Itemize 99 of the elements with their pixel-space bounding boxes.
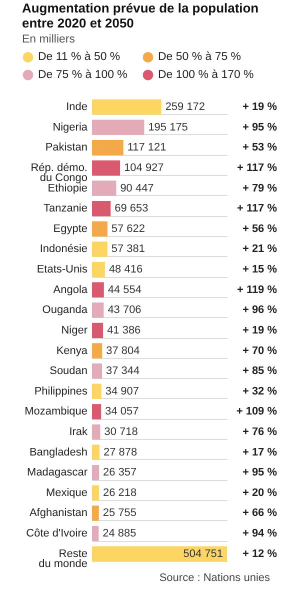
bar bbox=[92, 526, 99, 542]
data-label: 48 416 bbox=[108, 264, 143, 276]
y-tick-label: Egypte bbox=[53, 222, 88, 235]
legend-label: De 100 % à 170 % bbox=[158, 69, 254, 81]
bar bbox=[92, 200, 111, 216]
text: + 19 % bbox=[242, 324, 278, 336]
bar bbox=[92, 546, 227, 562]
y-tick-label: Pakistan bbox=[45, 142, 88, 154]
bar bbox=[92, 444, 100, 460]
data-label: 24 885 bbox=[102, 528, 136, 540]
text: + 70 % bbox=[242, 344, 278, 357]
chart-subtitle: En milliers bbox=[22, 34, 76, 46]
legend-label: De 50 % à 75 % bbox=[158, 51, 241, 64]
data-label: 37 804 bbox=[106, 344, 140, 357]
data-label: 44 554 bbox=[108, 284, 142, 296]
text: + 117 % bbox=[236, 162, 278, 174]
text: + 19 % bbox=[242, 101, 278, 114]
data-label: 104 927 bbox=[124, 162, 164, 174]
data-label: 37 344 bbox=[106, 365, 140, 378]
y-tick-label: Inde bbox=[66, 101, 88, 114]
y-tick-label: Ouganda bbox=[42, 304, 88, 316]
y-tick-label: Mozambique bbox=[24, 406, 88, 418]
text: + 95 % bbox=[242, 466, 278, 479]
bar bbox=[92, 506, 99, 521]
text: + 15 % bbox=[242, 264, 278, 276]
bar bbox=[92, 242, 108, 257]
bar bbox=[92, 99, 162, 115]
text: + 53 % bbox=[242, 142, 278, 154]
chart-title: Augmentation prévue de la population entre 2020 et 2050 bbox=[22, 0, 259, 30]
text: + 20 % bbox=[242, 486, 278, 499]
y-tick-label: Kenya bbox=[56, 344, 88, 357]
bar bbox=[92, 160, 120, 176]
text: + 32 % bbox=[242, 385, 278, 398]
y-tick-label: Tanzanie bbox=[44, 202, 88, 215]
y-tick-label: Madagascar bbox=[27, 466, 88, 479]
y-tick-label: Mexique bbox=[46, 486, 88, 499]
y-tick-label: Etats-Unis bbox=[36, 264, 88, 276]
data-label: 90 447 bbox=[120, 182, 154, 194]
data-label: 34 907 bbox=[105, 385, 139, 398]
y-tick-label: Afghanistan bbox=[29, 507, 88, 520]
data-label: 43 706 bbox=[108, 304, 142, 316]
bar bbox=[92, 180, 116, 196]
text: + 12 % bbox=[242, 548, 278, 560]
bar bbox=[92, 120, 144, 135]
data-label: 504 751 bbox=[183, 548, 223, 560]
bar bbox=[92, 464, 100, 480]
text: + 95 % bbox=[242, 121, 278, 134]
text: + 96 % bbox=[242, 304, 278, 316]
data-label: 26 357 bbox=[103, 466, 137, 479]
bar bbox=[92, 384, 102, 399]
data-label: 30 718 bbox=[104, 426, 138, 438]
y-tick-label: Angola bbox=[53, 284, 88, 296]
bar bbox=[92, 302, 104, 318]
y-tick-label: Philippines bbox=[34, 385, 88, 398]
data-label: 57 381 bbox=[111, 243, 145, 256]
y-tick-label: Bangladesh bbox=[29, 446, 88, 458]
y-tick-label: Reste du monde bbox=[38, 548, 88, 570]
text: + 21 % bbox=[242, 243, 278, 256]
data-label: 57 622 bbox=[111, 222, 146, 235]
text: + 109 % bbox=[236, 406, 278, 418]
data-label: 117 121 bbox=[127, 142, 166, 154]
legend-label: De 75 % à 100 % bbox=[38, 69, 128, 81]
legend-label: De 11 % à 50 % bbox=[38, 51, 120, 64]
source-note: Source : Nations unies bbox=[158, 570, 270, 586]
y-tick-label: Soudan bbox=[50, 365, 88, 378]
data-label: 69 653 bbox=[114, 202, 148, 215]
bar bbox=[92, 262, 105, 278]
text: + 76 % bbox=[242, 426, 278, 438]
data-label: 27 878 bbox=[103, 446, 138, 458]
data-label: 25 755 bbox=[102, 507, 136, 520]
text: + 79 % bbox=[242, 182, 278, 194]
text: + 17 % bbox=[242, 446, 278, 458]
data-label: 34 057 bbox=[105, 406, 139, 418]
text: + 66 % bbox=[242, 507, 278, 520]
bar bbox=[92, 282, 104, 298]
text: + 56 % bbox=[242, 222, 278, 235]
bar bbox=[92, 322, 104, 338]
data-label: 195 175 bbox=[148, 121, 188, 134]
bar bbox=[92, 363, 102, 379]
bar bbox=[92, 404, 102, 420]
text: + 119 % bbox=[236, 284, 278, 296]
y-tick-label: Niger bbox=[61, 324, 88, 336]
y-tick-label: Ethiopie bbox=[48, 182, 88, 194]
text: + 85 % bbox=[242, 365, 278, 378]
bar bbox=[92, 221, 108, 237]
y-tick-label: Côte d'Ivoire bbox=[26, 528, 88, 540]
data-label: 26 218 bbox=[103, 486, 137, 499]
y-tick-label: Nigeria bbox=[52, 121, 88, 134]
y-tick-label: Rép. démo. du Congo bbox=[30, 162, 88, 184]
bar bbox=[92, 485, 100, 501]
text: + 117 % bbox=[236, 202, 278, 215]
bar bbox=[92, 140, 124, 156]
y-tick-label: Indonésie bbox=[40, 243, 88, 256]
data-label: 259 172 bbox=[165, 101, 206, 114]
y-tick-label: Irak bbox=[69, 426, 88, 438]
text: + 94 % bbox=[242, 528, 278, 540]
bar bbox=[92, 424, 100, 440]
data-label: 41 386 bbox=[107, 324, 141, 336]
bar bbox=[92, 343, 102, 358]
